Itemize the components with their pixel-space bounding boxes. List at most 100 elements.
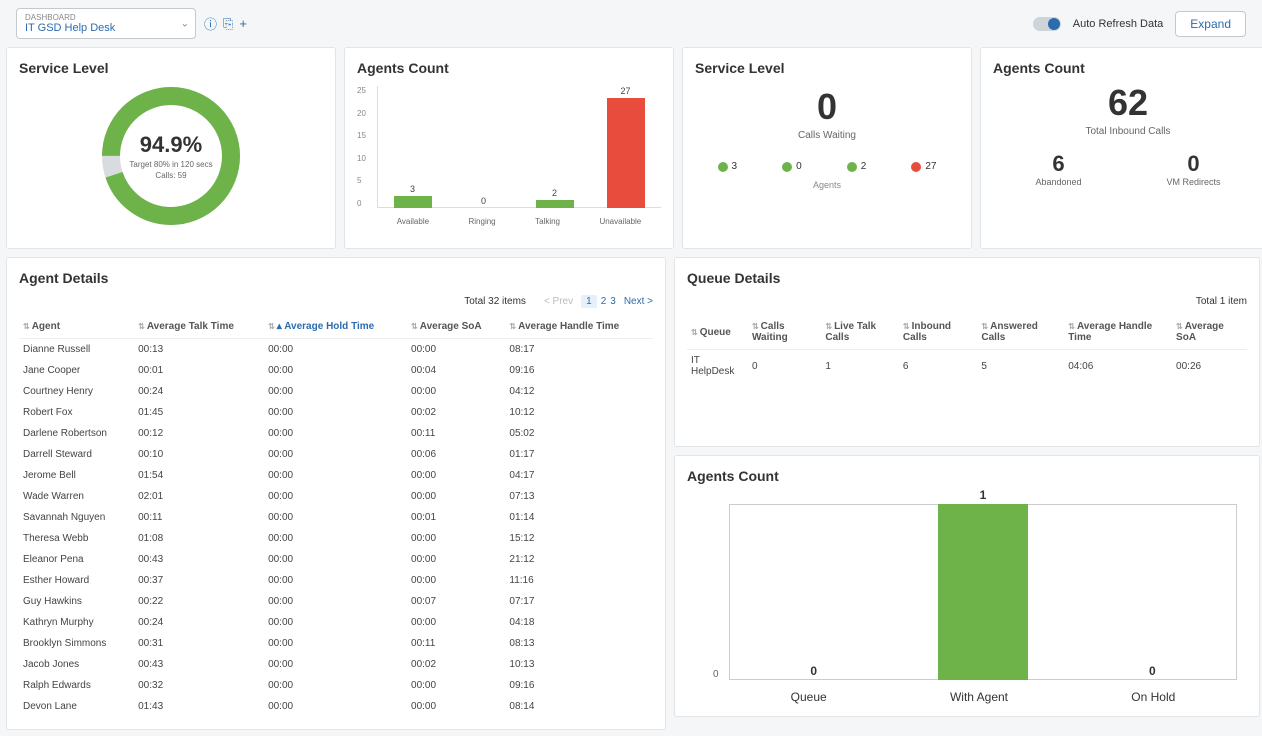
col-header[interactable]: ⇅Average SoA <box>1172 315 1247 350</box>
pager-page-1[interactable]: 1 <box>581 295 597 308</box>
panel-title: Agents Count <box>687 468 1247 484</box>
table-row[interactable]: Ralph Edwards00:3200:0000:0009:16 <box>19 675 653 696</box>
card-agents-count-num: Agents Count 62 Total Inbound Calls 6Aba… <box>980 47 1262 249</box>
table-row[interactable]: IT HelpDesk016504:0600:26 <box>687 350 1247 383</box>
card-title: Service Level <box>695 60 959 76</box>
card-agents-count-bar: Agents Count 2520151050 30227 AvailableR… <box>344 47 674 249</box>
col-header[interactable]: ⇅▴ Average Hold Time <box>264 315 407 339</box>
col-header[interactable]: ⇅Agent <box>19 315 134 339</box>
table-row[interactable]: Robert Fox01:4500:0000:0210:12 <box>19 402 653 423</box>
pager-page-2[interactable]: 2 <box>601 296 607 307</box>
table-row[interactable]: Jane Cooper00:0100:0000:0409:16 <box>19 360 653 381</box>
panel-queue-details: Queue Details Total 1 item ⇅Queue⇅Calls … <box>674 257 1260 447</box>
big-metric: 62 Total Inbound Calls <box>993 82 1262 137</box>
table-row[interactable]: Jacob Jones00:4300:0000:0210:13 <box>19 654 653 675</box>
table-header-row: ⇅Agent⇅Average Talk Time⇅▴ Average Hold … <box>19 315 653 339</box>
bottom-ytick: 0 <box>713 504 719 680</box>
pager-pages: 123 <box>579 296 618 307</box>
table-row[interactable]: Theresa Webb01:0800:0000:0015:12 <box>19 528 653 549</box>
status-dot: 3 <box>718 161 738 172</box>
table-row[interactable]: Brooklyn Simmons00:3100:0000:1108:13 <box>19 633 653 654</box>
status-dot: 2 <box>847 161 867 172</box>
dashboard-selector[interactable]: DASHBOARD IT GSD Help Desk ⌄ <box>16 8 196 39</box>
bottom-xlabels: Queue With Agent On Hold <box>729 690 1237 704</box>
col-header[interactable]: ⇅Average Handle Time <box>1064 315 1172 350</box>
chevron-down-icon: ⌄ <box>181 18 189 29</box>
table-row[interactable]: Courtney Henry00:2400:0000:0004:12 <box>19 381 653 402</box>
table-body: Dianne Russell00:1300:0000:0008:17Jane C… <box>19 339 653 718</box>
pager-next[interactable]: Next > <box>624 296 653 307</box>
donut-target: Target 80% in 120 secs <box>129 160 212 169</box>
bottom-xlabel: On Hold <box>1131 690 1175 704</box>
total-items-label: Total 1 item <box>1196 296 1247 307</box>
table-row[interactable]: Savannah Nguyen00:1100:0000:0101:14 <box>19 507 653 528</box>
bottom-xlabel: Queue <box>791 690 827 704</box>
table-row[interactable]: Devon Lane01:4300:0000:0008:14 <box>19 696 653 717</box>
table-row[interactable]: Darrell Steward00:1000:0000:0601:17 <box>19 444 653 465</box>
col-header[interactable]: ⇅Live Talk Calls <box>821 315 899 350</box>
col-header[interactable]: ⇅Average Talk Time <box>134 315 264 339</box>
col-header[interactable]: ⇅Calls Waiting <box>748 315 821 350</box>
col-header[interactable]: ⇅Inbound Calls <box>899 315 977 350</box>
col-header[interactable]: ⇅Average Handle Time <box>505 315 653 339</box>
card-service-level-donut: Service Level 94.9% Target 80% in 120 se… <box>6 47 336 249</box>
table-row[interactable]: Wade Warren02:0100:0000:0007:13 <box>19 486 653 507</box>
table-body: IT HelpDesk016504:0600:26 <box>687 350 1247 383</box>
agent-details-table: ⇅Agent⇅Average Talk Time⇅▴ Average Hold … <box>19 315 653 717</box>
table-row[interactable]: Guy Hawkins00:2200:0000:0707:17 <box>19 591 653 612</box>
card-title: Service Level <box>19 60 323 76</box>
sub-metric: 0VM Redirects <box>1167 151 1221 187</box>
table-row[interactable]: Esther Howard00:3700:0000:0011:16 <box>19 570 653 591</box>
col-header[interactable]: ⇅Queue <box>687 315 748 350</box>
copy-icon[interactable]: ⎘ <box>223 16 233 32</box>
table-row[interactable]: Kathryn Murphy00:2400:0000:0004:18 <box>19 612 653 633</box>
bar-available: 3 <box>394 196 432 208</box>
total-inbound-value: 62 <box>993 82 1262 124</box>
table-row[interactable]: Eleanor Pena00:4300:0000:0021:12 <box>19 549 653 570</box>
info-icon[interactable]: ⓘ <box>204 14 217 33</box>
queue-details-table: ⇅Queue⇅Calls Waiting⇅Live Talk Calls⇅Inb… <box>687 315 1247 382</box>
add-icon[interactable]: + <box>239 16 247 31</box>
bottom-barchart: 0 010 Queue With Agent On Hold <box>687 494 1247 704</box>
pager: Total 32 items < Prev 123 Next > <box>19 296 653 307</box>
panel-title: Queue Details <box>687 270 1247 286</box>
sub-metrics: 6Abandoned 0VM Redirects <box>993 151 1262 187</box>
bar-unavailable: 27 <box>607 98 645 208</box>
bottom-bars: 010 <box>729 504 1237 680</box>
auto-refresh-label: Auto Refresh Data <box>1073 18 1164 30</box>
col-header[interactable]: ⇅Answered Calls <box>977 315 1064 350</box>
donut-calls: Calls: 59 <box>129 171 212 180</box>
total-items-label: Total 32 items <box>464 296 526 307</box>
bar-xlabel: Unavailable <box>599 217 641 226</box>
bar-xlabels: AvailableRingingTalkingUnavailable <box>377 217 661 226</box>
table-row[interactable]: Dianne Russell00:1300:0000:0008:17 <box>19 339 653 361</box>
auto-refresh-toggle[interactable] <box>1033 17 1061 31</box>
calls-waiting-value: 0 <box>695 86 959 128</box>
table-row[interactable]: Jerome Bell01:5400:0000:0004:17 <box>19 465 653 486</box>
table-header-row: ⇅Queue⇅Calls Waiting⇅Live Talk Calls⇅Inb… <box>687 315 1247 350</box>
panel-agents-count-bottom: Agents Count 0 010 Queue With Agent On Hol… <box>674 455 1260 717</box>
donut-center: 94.9% Target 80% in 120 secs Calls: 59 <box>129 132 212 180</box>
bar-xlabel: Ringing <box>469 217 496 226</box>
agents-sublabel: Agents <box>695 180 959 190</box>
sub-metric: 6Abandoned <box>1035 151 1081 187</box>
dashboard-selector-value: IT GSD Help Desk <box>25 22 171 34</box>
calls-waiting-label: Calls Waiting <box>695 130 959 141</box>
bottom-xlabel: With Agent <box>950 690 1008 704</box>
pager-page-3[interactable]: 3 <box>610 296 616 307</box>
table-row[interactable]: Darlene Robertson00:1200:0000:1105:02 <box>19 423 653 444</box>
pager-prev[interactable]: < Prev <box>544 296 573 307</box>
right-column: Queue Details Total 1 item ⇅Queue⇅Calls … <box>674 257 1260 730</box>
bottom-bar-with agent: 1 <box>938 504 1028 680</box>
card-title: Agents Count <box>357 60 661 76</box>
expand-button[interactable]: Expand <box>1175 11 1246 37</box>
bar-yticks: 2520151050 <box>357 86 366 208</box>
panel-agent-details: Agent Details Total 32 items < Prev 123 … <box>6 257 666 730</box>
card-service-level-num: Service Level 0 Calls Waiting 30227 Agen… <box>682 47 972 249</box>
col-header[interactable]: ⇅Average SoA <box>407 315 505 339</box>
bar-talking: 2 <box>536 200 574 208</box>
top-cards: Service Level 94.9% Target 80% in 120 se… <box>0 47 1262 249</box>
donut-percent: 94.9% <box>129 132 212 158</box>
queue-total: Total 1 item <box>687 296 1247 307</box>
status-dot: 0 <box>782 161 802 172</box>
